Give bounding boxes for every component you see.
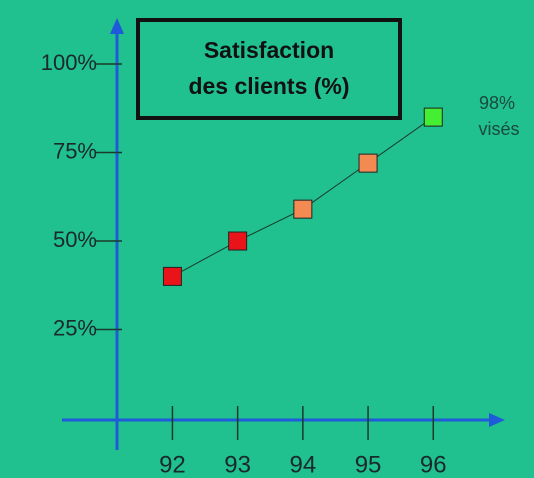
data-point bbox=[228, 231, 248, 251]
annotation: 98% bbox=[479, 93, 515, 113]
x-axis-arrow bbox=[489, 413, 505, 427]
x-tick-label: 92 bbox=[159, 451, 186, 478]
y-tick-label: 100% bbox=[41, 50, 97, 75]
annotation: visés bbox=[478, 119, 519, 139]
data-point bbox=[423, 107, 443, 127]
chart-title: Satisfaction bbox=[204, 37, 334, 63]
y-tick-label: 75% bbox=[53, 138, 97, 163]
x-tick-label: 94 bbox=[289, 451, 316, 478]
chart-title: des clients (%) bbox=[188, 73, 349, 99]
data-point bbox=[358, 153, 378, 173]
data-point bbox=[293, 199, 313, 219]
x-tick-label: 93 bbox=[224, 451, 251, 478]
title-box bbox=[136, 18, 402, 120]
y-tick-label: 50% bbox=[53, 227, 97, 252]
y-axis-arrow bbox=[110, 18, 124, 34]
x-tick-label: 96 bbox=[420, 451, 447, 478]
x-tick-label: 95 bbox=[355, 451, 382, 478]
data-point bbox=[162, 266, 182, 286]
y-tick-label: 25% bbox=[53, 315, 97, 340]
